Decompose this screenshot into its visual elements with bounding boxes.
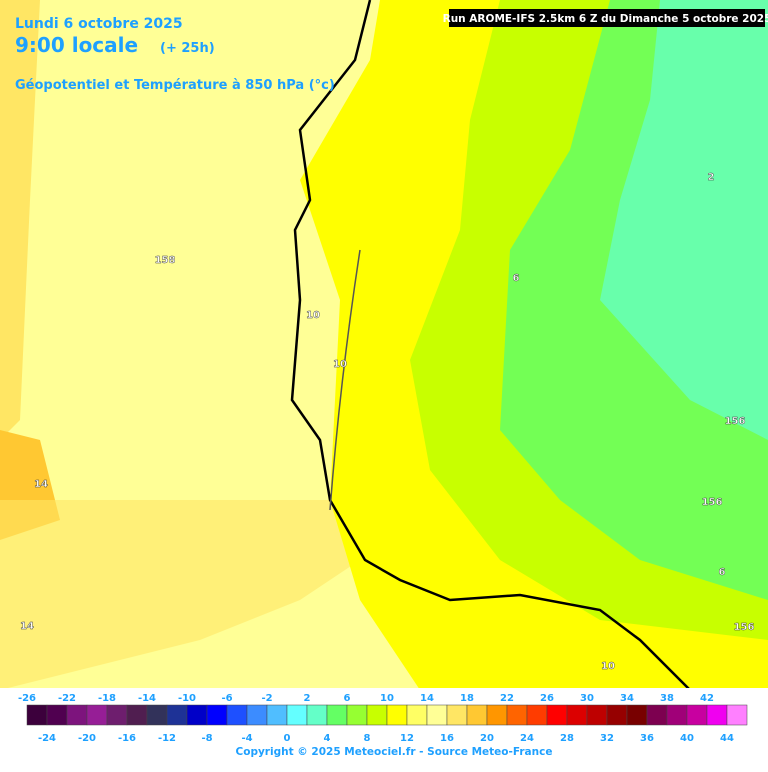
legend-swatch (506, 704, 528, 726)
legend-label: 44 (720, 733, 734, 744)
legend-swatch (106, 704, 128, 726)
legend-swatch (46, 704, 68, 726)
legend-swatch (666, 704, 688, 726)
legend-label: 22 (500, 693, 514, 704)
legend-label: 34 (620, 693, 634, 704)
legend-label: -4 (241, 733, 252, 744)
legend-label: 24 (520, 733, 534, 744)
legend-label: 2 (304, 693, 311, 704)
legend-swatch (66, 704, 88, 726)
legend-swatch (446, 704, 468, 726)
legend-label: 12 (400, 733, 414, 744)
run-banner (449, 9, 765, 27)
contour-label: 156 (734, 622, 755, 633)
legend-swatch (226, 704, 248, 726)
legend-label: 16 (440, 733, 454, 744)
legend-label: -10 (178, 693, 196, 704)
warm-band (0, 500, 360, 690)
legend-label: 18 (460, 693, 474, 704)
contour-label: 156 (702, 497, 723, 508)
legend-label: -12 (158, 733, 176, 744)
lead-time: (+ 25h) (160, 41, 215, 56)
legend-swatch (546, 704, 568, 726)
legend-swatch (286, 704, 308, 726)
legend-swatch (606, 704, 628, 726)
legend-label: -14 (138, 693, 156, 704)
copyright: Copyright © 2025 Meteociel.fr - Source M… (236, 746, 553, 758)
legend-swatch (586, 704, 608, 726)
legend-label: -22 (58, 693, 76, 704)
contour-line (329, 249, 361, 511)
contour-label: 156 (725, 416, 746, 427)
legend-label: -6 (221, 693, 232, 704)
legend-swatch (526, 704, 548, 726)
legend-label: -26 (18, 693, 36, 704)
legend-label: 30 (580, 693, 594, 704)
contour-label: 2 (708, 172, 715, 183)
legend-swatch (626, 704, 648, 726)
legend-label: -8 (201, 733, 212, 744)
legend-label: 10 (380, 693, 394, 704)
run-info: Run AROME-IFS 2.5km 6 Z du Dimanche 5 oc… (443, 13, 768, 25)
legend-swatch (186, 704, 208, 726)
cool-zone (600, 0, 768, 440)
legend-swatch (686, 704, 708, 726)
legend-label: -18 (98, 693, 116, 704)
legend-swatch (246, 704, 268, 726)
legend-label: 28 (560, 733, 574, 744)
legend-label: 0 (284, 733, 291, 744)
legend-swatch (466, 704, 488, 726)
legend-label: -2 (261, 693, 272, 704)
legend-label: -24 (38, 733, 56, 744)
legend-label: -20 (78, 733, 96, 744)
contour-label: 6 (513, 273, 520, 284)
legend-label: 4 (324, 733, 331, 744)
legend-swatch (86, 704, 108, 726)
contour-label: 158 (155, 255, 176, 266)
legend-swatch (726, 704, 748, 726)
legend-swatch (706, 704, 728, 726)
legend-swatch (486, 704, 508, 726)
date: Lundi 6 octobre 2025 (15, 16, 183, 32)
coastline (290, 0, 701, 701)
legend-swatch (386, 704, 408, 726)
legend-label: 36 (640, 733, 654, 744)
legend-label: 38 (660, 693, 674, 704)
legend-label: 8 (364, 733, 371, 744)
legend-swatch (646, 704, 668, 726)
legend-swatch (426, 704, 448, 726)
legend-swatch (26, 704, 48, 726)
time: 9:00 locale (15, 33, 138, 57)
legend-background (0, 688, 768, 768)
legend-swatch (306, 704, 328, 726)
legend-label: 26 (540, 693, 554, 704)
legend-label: 40 (680, 733, 694, 744)
legend-swatch (206, 704, 228, 726)
legend-swatch (406, 704, 428, 726)
legend-label: 42 (700, 693, 714, 704)
legend-swatch (126, 704, 148, 726)
legend-label: 6 (344, 693, 351, 704)
field-title: Géopotentiel et Température à 850 hPa (°… (15, 78, 335, 93)
legend-label: 14 (420, 693, 434, 704)
contour-label: 10 (601, 661, 615, 672)
legend-swatch (566, 704, 588, 726)
legend-swatch (366, 704, 388, 726)
legend-label: 20 (480, 733, 494, 744)
legend-label: 32 (600, 733, 614, 744)
contour-label: 14 (34, 479, 48, 490)
legend-swatch (346, 704, 368, 726)
legend-swatch (146, 704, 168, 726)
contour-label: 6 (719, 567, 726, 578)
legend-swatch (266, 704, 288, 726)
legend-swatch (166, 704, 188, 726)
legend-label: -16 (118, 733, 136, 744)
legend-swatch (326, 704, 348, 726)
contour-label: 14 (20, 621, 34, 632)
warm-strip (0, 0, 40, 440)
contour-label: 10 (306, 310, 320, 321)
contour-label: 10 (333, 359, 347, 370)
